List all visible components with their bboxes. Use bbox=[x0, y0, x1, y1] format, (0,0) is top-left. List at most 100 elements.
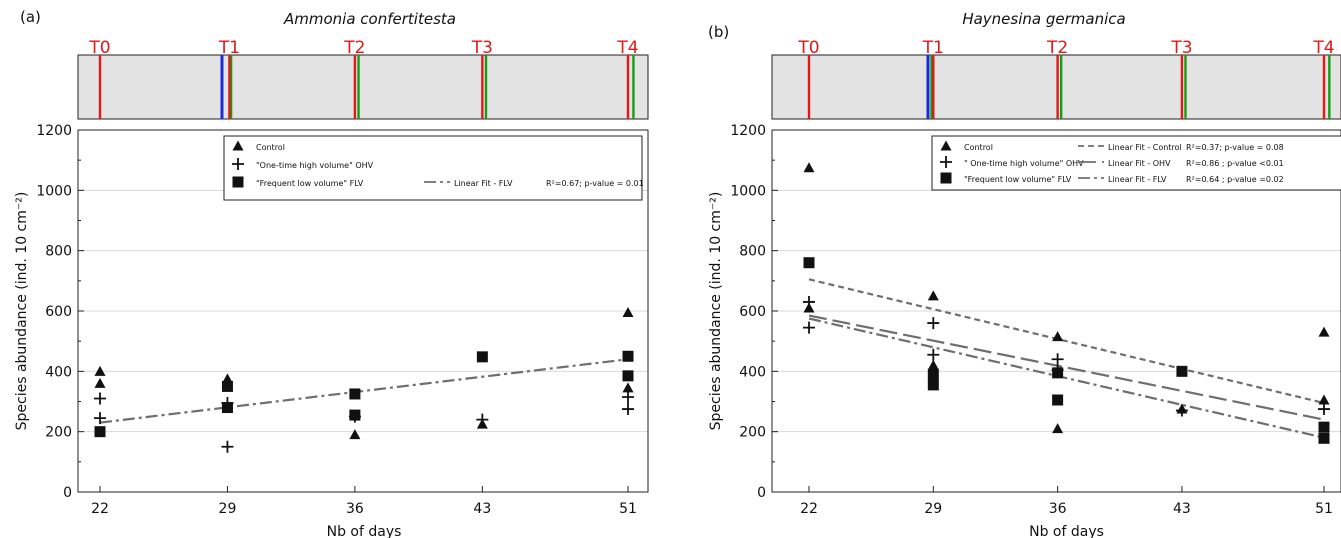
y-tick-label: 200 bbox=[739, 425, 766, 441]
series-triangle bbox=[94, 307, 634, 440]
data-point bbox=[1318, 326, 1330, 337]
y-axis-label: Species abundance (ind. 10 cm⁻²) bbox=[14, 192, 30, 431]
y-tick-label: 800 bbox=[45, 244, 72, 260]
legend-fit-label: Linear Fit - OHV bbox=[1108, 159, 1171, 168]
data-point bbox=[476, 413, 489, 426]
x-tick-label: 29 bbox=[219, 501, 237, 517]
data-point bbox=[1175, 404, 1188, 417]
panel-title: Ammonia confertitesta bbox=[283, 10, 456, 28]
y-tick-label: 1000 bbox=[36, 183, 72, 199]
y-tick-label: 1000 bbox=[730, 183, 766, 199]
x-tick-label: 51 bbox=[1315, 501, 1333, 517]
legend-label: "One-time high volume" OHV bbox=[256, 161, 374, 170]
timeline-label: T4 bbox=[616, 38, 638, 58]
y-axis-label: Species abundance (ind. 10 cm⁻²) bbox=[708, 192, 724, 431]
y-tick-label: 600 bbox=[45, 304, 72, 320]
legend: Control " One-time high volume" OHV "Frequ… bbox=[931, 135, 1341, 191]
legend-fit-stats: R²=0.37; p-value = 0.08 bbox=[1186, 143, 1284, 152]
legend-label: Control bbox=[256, 143, 285, 152]
series-plus bbox=[94, 390, 634, 453]
series-square bbox=[94, 350, 634, 438]
data-point bbox=[1318, 421, 1330, 433]
fit-line-1 bbox=[99, 358, 629, 424]
data-point bbox=[94, 392, 106, 405]
x-tick-label: 51 bbox=[619, 501, 637, 517]
data-point bbox=[622, 403, 634, 416]
data-point bbox=[221, 380, 233, 392]
timeline-label: T1 bbox=[922, 38, 944, 58]
data-point bbox=[1318, 403, 1330, 416]
data-point bbox=[94, 412, 106, 425]
legend-fit-stats: R²=0.64 ; p-value =0.02 bbox=[1186, 175, 1284, 184]
plot-area: 0 200 400 600 800 1000 1200 22 29 36 43 51 Nb of day… bbox=[708, 123, 1341, 538]
legend-marker bbox=[940, 172, 952, 184]
timeline-label: T2 bbox=[343, 38, 365, 58]
panel-a: (a) Ammonia confertitesta T0 T1 T2 T3 T4 0 200 40… bbox=[14, 8, 649, 538]
data-point bbox=[1052, 423, 1064, 434]
panel-label: (a) bbox=[20, 8, 41, 26]
legend-marker bbox=[232, 176, 244, 188]
fit-line-3 bbox=[808, 317, 1325, 439]
legend-label: "Frequent low volume" FLV bbox=[256, 179, 364, 188]
y-tick-label: 600 bbox=[739, 304, 766, 320]
data-point bbox=[622, 350, 634, 362]
y-tick-label: 1200 bbox=[36, 123, 72, 139]
y-tick-label: 400 bbox=[45, 364, 72, 380]
data-point bbox=[221, 402, 233, 414]
x-tick-label: 36 bbox=[346, 501, 364, 517]
data-point bbox=[94, 377, 106, 388]
data-point bbox=[1052, 394, 1064, 406]
data-point bbox=[476, 351, 488, 363]
legend-fit-label: Linear Fit - Control bbox=[1108, 143, 1182, 152]
x-axis-label: Nb of days bbox=[327, 524, 402, 538]
x-tick-label: 36 bbox=[1049, 501, 1067, 517]
legend-label: "Frequent low volume" FLV bbox=[964, 175, 1072, 184]
data-point bbox=[803, 257, 815, 269]
y-tick-label: 0 bbox=[63, 485, 72, 501]
data-point bbox=[927, 290, 939, 301]
y-tick-label: 0 bbox=[757, 485, 766, 501]
legend-marker bbox=[940, 140, 952, 151]
data-point bbox=[927, 379, 939, 391]
data-point bbox=[1318, 394, 1330, 405]
legend-fit-label: Linear Fit - FLV bbox=[454, 179, 513, 188]
y-tick-label: 200 bbox=[45, 425, 72, 441]
x-tick-label: 43 bbox=[1173, 501, 1191, 517]
x-tick-label: 22 bbox=[800, 501, 818, 517]
data-point bbox=[349, 409, 361, 421]
x-tick-label: 22 bbox=[91, 501, 109, 517]
data-point bbox=[1051, 353, 1064, 366]
data-point bbox=[927, 348, 940, 361]
data-point bbox=[221, 440, 234, 453]
data-point bbox=[1176, 365, 1188, 377]
legend-box bbox=[931, 135, 1341, 191]
timeline: T0 T1 T2 T3 T4 bbox=[77, 38, 649, 120]
x-tick-label: 43 bbox=[473, 501, 491, 517]
data-point bbox=[1052, 367, 1064, 379]
legend-fit-stats: R²=0.67; p-value = 0.01 bbox=[546, 179, 644, 188]
data-point bbox=[622, 370, 634, 382]
panel-b: (b) Haynesina germanica T0 T1 T2 T3 T4 0 200 400 6… bbox=[708, 10, 1341, 538]
legend-fit-label: Linear Fit - FLV bbox=[1108, 175, 1167, 184]
data-point bbox=[927, 317, 940, 330]
data-point bbox=[803, 162, 815, 173]
timeline-label: T0 bbox=[797, 38, 819, 58]
data-point bbox=[349, 388, 361, 400]
x-axis-label: Nb of days bbox=[1029, 524, 1104, 538]
legend: Control "One-time high volume" OHV "Freque… bbox=[223, 135, 644, 201]
timeline-label: T4 bbox=[1312, 38, 1334, 58]
timeline-background bbox=[77, 54, 649, 120]
timeline-label: T3 bbox=[471, 38, 493, 58]
panel-title: Haynesina germanica bbox=[962, 10, 1125, 28]
fit-line-2 bbox=[808, 314, 1325, 421]
data-point bbox=[622, 390, 634, 403]
y-tick-label: 400 bbox=[739, 364, 766, 380]
data-point bbox=[1318, 432, 1330, 444]
timeline-label: T0 bbox=[88, 38, 110, 58]
data-point bbox=[94, 426, 106, 438]
timeline: T0 T1 T2 T3 T4 bbox=[771, 38, 1341, 120]
data-point bbox=[349, 429, 361, 440]
legend-marker bbox=[232, 140, 244, 151]
y-tick-label: 1200 bbox=[730, 123, 766, 139]
